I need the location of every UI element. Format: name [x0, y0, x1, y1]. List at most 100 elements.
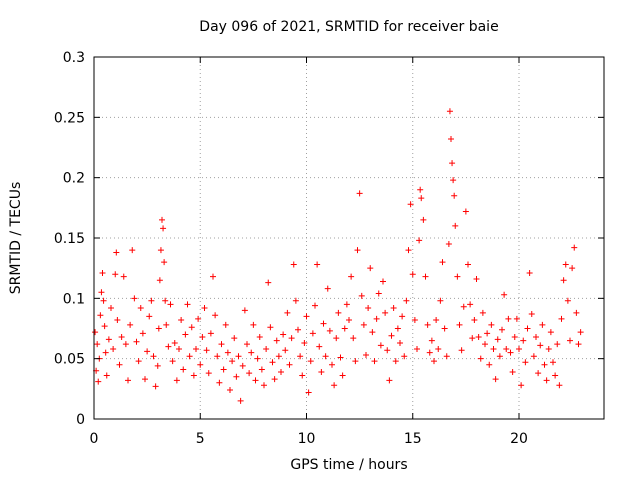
data-point — [371, 358, 378, 365]
data-point — [201, 304, 208, 311]
data-point — [382, 309, 389, 316]
data-point — [154, 362, 161, 369]
data-point — [101, 323, 108, 330]
data-point — [95, 378, 102, 385]
data-point — [237, 397, 244, 404]
data-point — [269, 359, 276, 366]
data-point — [575, 341, 582, 348]
data-point — [554, 341, 561, 348]
data-point — [129, 247, 136, 254]
data-point — [577, 329, 584, 336]
data-point — [360, 321, 367, 328]
data-point — [295, 326, 301, 333]
data-point — [428, 337, 435, 344]
data-point — [220, 366, 227, 373]
data-point — [547, 329, 554, 336]
data-point — [322, 353, 329, 360]
data-point — [139, 330, 146, 337]
data-point — [239, 362, 246, 369]
data-point — [352, 358, 359, 365]
data-point — [324, 285, 331, 292]
data-point — [248, 349, 255, 356]
data-point — [190, 372, 197, 379]
x-tick-label: 5 — [196, 431, 205, 447]
data-point — [331, 382, 338, 389]
data-point — [280, 331, 287, 338]
data-point — [282, 347, 289, 354]
data-point — [105, 336, 112, 343]
data-point — [496, 353, 503, 360]
data-point — [435, 346, 442, 353]
data-point — [535, 370, 542, 377]
y-tick-label: 0.25 — [54, 110, 85, 126]
x-tick-label: 10 — [298, 431, 316, 447]
data-point — [133, 338, 140, 345]
data-point — [560, 277, 567, 284]
data-point — [401, 353, 408, 360]
data-point — [118, 333, 125, 340]
data-point — [533, 333, 539, 340]
data-point — [369, 329, 376, 336]
data-point — [301, 339, 308, 346]
data-point — [567, 337, 573, 344]
data-point — [556, 382, 563, 389]
data-point — [150, 353, 157, 360]
data-point — [148, 297, 155, 304]
data-point — [431, 358, 437, 365]
data-point — [292, 297, 299, 304]
data-point — [252, 377, 259, 384]
data-point — [456, 321, 463, 328]
data-point — [407, 201, 414, 208]
data-point — [152, 383, 159, 390]
data-point — [363, 352, 369, 359]
data-point — [288, 335, 295, 342]
data-point — [482, 341, 488, 348]
data-point — [486, 361, 493, 368]
data-point — [265, 279, 272, 286]
data-point — [518, 382, 525, 389]
data-point — [161, 259, 168, 266]
data-point — [356, 190, 363, 197]
data-point — [162, 297, 169, 304]
data-point — [541, 361, 548, 368]
grid-lines — [94, 57, 604, 419]
data-point — [343, 301, 350, 308]
data-point — [550, 359, 556, 366]
data-point — [227, 387, 233, 394]
data-point — [218, 341, 225, 348]
x-axis-label: GPS time / hours — [290, 457, 407, 473]
data-point — [454, 273, 461, 280]
data-point — [278, 368, 284, 375]
data-point — [509, 368, 516, 375]
data-point — [241, 307, 248, 314]
data-point — [552, 372, 559, 379]
data-point — [543, 377, 550, 384]
axis-ticks — [93, 56, 604, 420]
data-point — [437, 297, 444, 304]
data-point — [92, 329, 99, 336]
data-point — [426, 349, 433, 356]
data-point — [409, 271, 416, 278]
data-point — [178, 317, 185, 324]
data-point — [275, 353, 282, 360]
data-point — [571, 244, 578, 251]
data-point — [424, 321, 431, 328]
data-point — [231, 335, 238, 342]
data-point — [350, 335, 357, 342]
data-point — [184, 301, 191, 308]
data-point — [210, 273, 216, 280]
data-point — [513, 315, 520, 322]
data-point — [405, 247, 412, 254]
data-point — [333, 335, 340, 342]
x-tick-label: 20 — [510, 431, 528, 447]
data-point — [545, 346, 552, 353]
data-point — [469, 335, 476, 342]
data-point — [102, 349, 109, 356]
data-point — [335, 309, 342, 316]
data-point — [160, 225, 167, 232]
data-point — [516, 346, 522, 353]
data-point — [501, 291, 508, 298]
y-tick-label: 0.2 — [63, 171, 85, 187]
y-tick-label: 0 — [76, 412, 85, 428]
data-point — [537, 342, 544, 349]
